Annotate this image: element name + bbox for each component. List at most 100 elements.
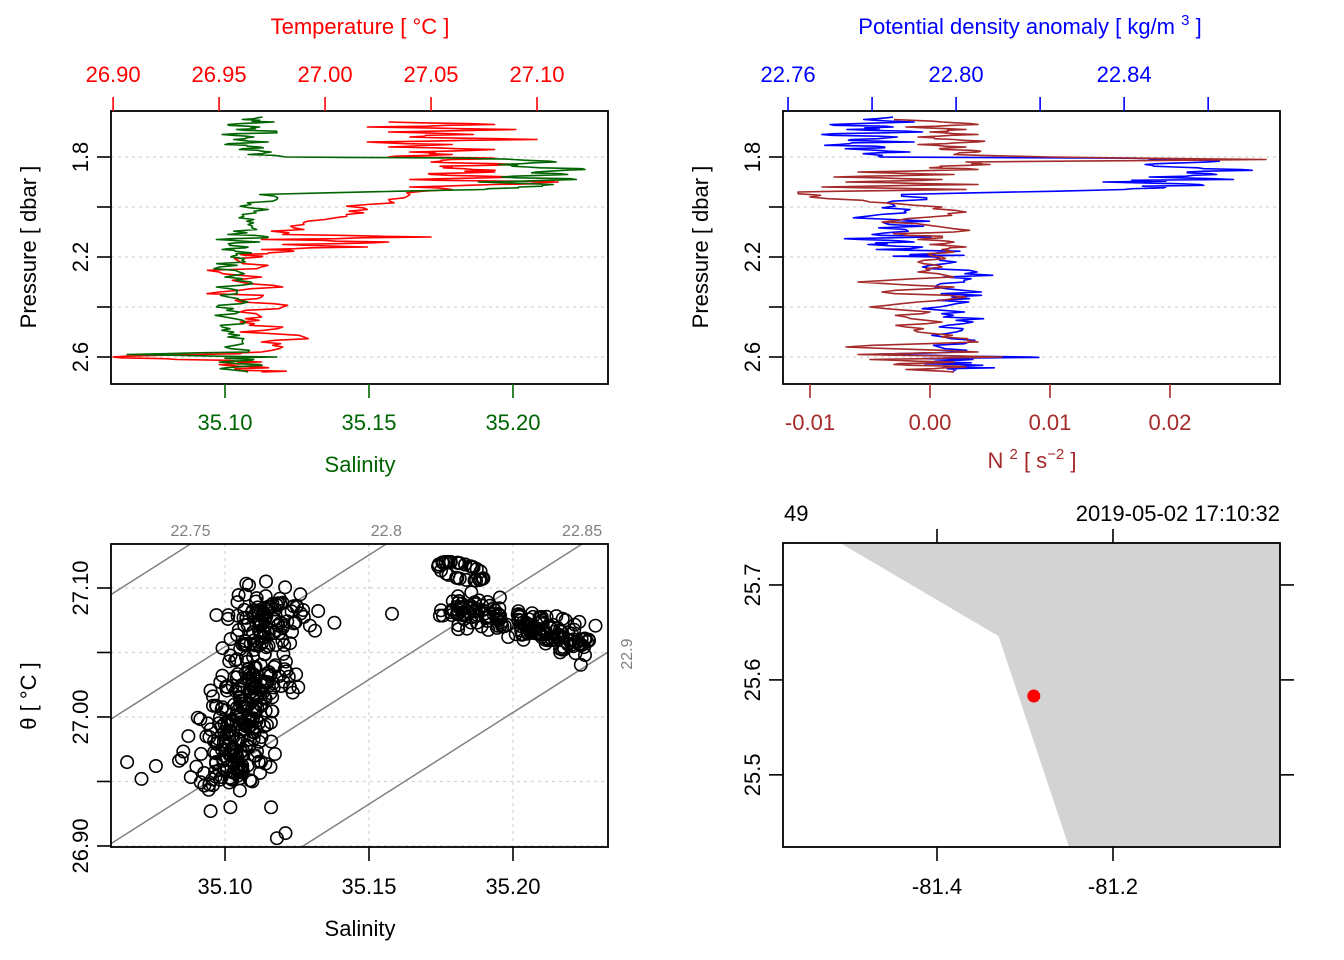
data-point bbox=[201, 782, 216, 797]
left-tick-label: 27.00 bbox=[68, 689, 93, 744]
bottom-tick-label: 35.15 bbox=[341, 410, 396, 435]
label-rest: ] bbox=[1189, 14, 1201, 39]
station-marker[interactable] bbox=[1027, 689, 1041, 703]
data-point bbox=[225, 755, 240, 770]
data-point bbox=[450, 599, 465, 614]
panel-ts-profile: 26.90 26.95 27.00 27.05 27.10 35.10 35.15 35.2… bbox=[16, 14, 609, 477]
superscript: 3 bbox=[1181, 12, 1189, 29]
data-point bbox=[267, 746, 282, 761]
data-point bbox=[227, 765, 242, 780]
left-tick-label: 25.6 bbox=[740, 658, 765, 701]
data-point bbox=[457, 557, 472, 572]
data-point bbox=[282, 680, 297, 695]
bottom-tick-label: 35.10 bbox=[197, 874, 252, 899]
left-tick-label: 27.10 bbox=[68, 560, 93, 615]
bottom-tick-label: -81.4 bbox=[912, 874, 962, 899]
data-point bbox=[223, 631, 238, 646]
data-point bbox=[535, 616, 550, 631]
data-point bbox=[258, 691, 273, 706]
data-point bbox=[525, 606, 540, 621]
panel1-bottom-axis: 35.10 35.15 35.20 bbox=[197, 384, 541, 435]
data-point bbox=[207, 734, 222, 749]
isopycnal-label: 22.85 bbox=[562, 523, 602, 540]
data-point bbox=[189, 759, 204, 774]
panel1-y-axis-label: Pressure [ dbar ] bbox=[16, 166, 41, 329]
top-tick-label: 22.76 bbox=[761, 62, 816, 87]
data-point bbox=[452, 556, 467, 571]
bottom-tick-label: 0.00 bbox=[909, 410, 952, 435]
data-point bbox=[249, 687, 264, 702]
data-point bbox=[523, 625, 538, 640]
data-point bbox=[265, 596, 280, 611]
series-line-density bbox=[820, 116, 1253, 373]
data-point bbox=[209, 698, 224, 713]
panel-density-n2-profile: 22.76 22.80 22.84 -0.01 0.00 0.01 0.02 1.8 2.2… bbox=[688, 12, 1281, 473]
data-point bbox=[176, 744, 191, 759]
data-point bbox=[469, 573, 484, 588]
top-tick-label: 22.84 bbox=[1097, 62, 1152, 87]
panel3-frame bbox=[110, 543, 609, 848]
data-point bbox=[172, 753, 187, 768]
bottom-tick-label: 0.02 bbox=[1149, 410, 1192, 435]
data-point bbox=[466, 560, 481, 575]
bottom-tick-label: 35.20 bbox=[485, 410, 540, 435]
panel1-series bbox=[112, 116, 586, 373]
data-point bbox=[225, 728, 240, 743]
data-point bbox=[278, 580, 293, 595]
data-point bbox=[193, 775, 208, 790]
series-line-temperature bbox=[112, 121, 559, 373]
data-point bbox=[492, 590, 507, 605]
data-point bbox=[120, 755, 135, 770]
isopycnal-label: 22.9 bbox=[619, 638, 636, 669]
data-point bbox=[261, 625, 276, 640]
data-point bbox=[230, 608, 245, 623]
data-point bbox=[451, 618, 466, 633]
data-point bbox=[296, 602, 311, 617]
data-point bbox=[261, 638, 276, 653]
isopycnal-line bbox=[111, 544, 191, 596]
panel4-land bbox=[840, 543, 1280, 847]
data-point bbox=[174, 751, 189, 766]
data-point bbox=[230, 628, 245, 643]
bottom-tick-label: 0.01 bbox=[1029, 410, 1072, 435]
isopycnal-line bbox=[111, 544, 583, 845]
panel2-bottom-label-text: N bbox=[987, 448, 1003, 473]
left-tick-label: 1.8 bbox=[68, 142, 93, 173]
panel3-isopycnal-labels: 22.75 22.8 22.85 22.9 bbox=[170, 523, 636, 670]
data-point bbox=[250, 744, 265, 759]
data-point bbox=[588, 618, 603, 633]
superscript: −2 bbox=[1047, 446, 1064, 463]
panel1-bottom-axis-label: Salinity bbox=[325, 452, 396, 477]
bottom-tick-label: 35.15 bbox=[341, 874, 396, 899]
isopycnal-label: 22.8 bbox=[371, 523, 402, 540]
data-point bbox=[243, 773, 258, 788]
panel3-x-axis-label: Salinity bbox=[325, 916, 396, 941]
left-tick-label: 2.6 bbox=[740, 342, 765, 373]
data-point bbox=[205, 689, 220, 704]
data-point bbox=[277, 662, 292, 677]
data-point bbox=[327, 615, 342, 630]
data-point bbox=[223, 800, 238, 815]
data-point bbox=[573, 657, 588, 672]
data-point bbox=[438, 554, 453, 569]
data-point bbox=[451, 606, 466, 621]
data-point bbox=[508, 627, 523, 642]
left-tick-label: 2.2 bbox=[68, 242, 93, 273]
panel3-bottom-axis: 35.10 35.15 35.20 bbox=[197, 847, 541, 899]
left-tick-label: 1.8 bbox=[740, 142, 765, 173]
data-point bbox=[219, 683, 234, 698]
data-point bbox=[181, 729, 196, 744]
station-timestamp: 2019-05-02 17:10:32 bbox=[1076, 501, 1280, 526]
data-point bbox=[276, 646, 291, 661]
data-point bbox=[208, 764, 223, 779]
panel2-bottom-axis: -0.01 0.00 0.01 0.02 bbox=[785, 384, 1191, 435]
data-point bbox=[265, 690, 280, 705]
data-point bbox=[276, 618, 291, 633]
data-point bbox=[511, 609, 526, 624]
data-point bbox=[286, 599, 301, 614]
data-point bbox=[231, 588, 246, 603]
data-point bbox=[234, 765, 249, 780]
data-point bbox=[293, 587, 308, 602]
data-point bbox=[528, 626, 543, 641]
